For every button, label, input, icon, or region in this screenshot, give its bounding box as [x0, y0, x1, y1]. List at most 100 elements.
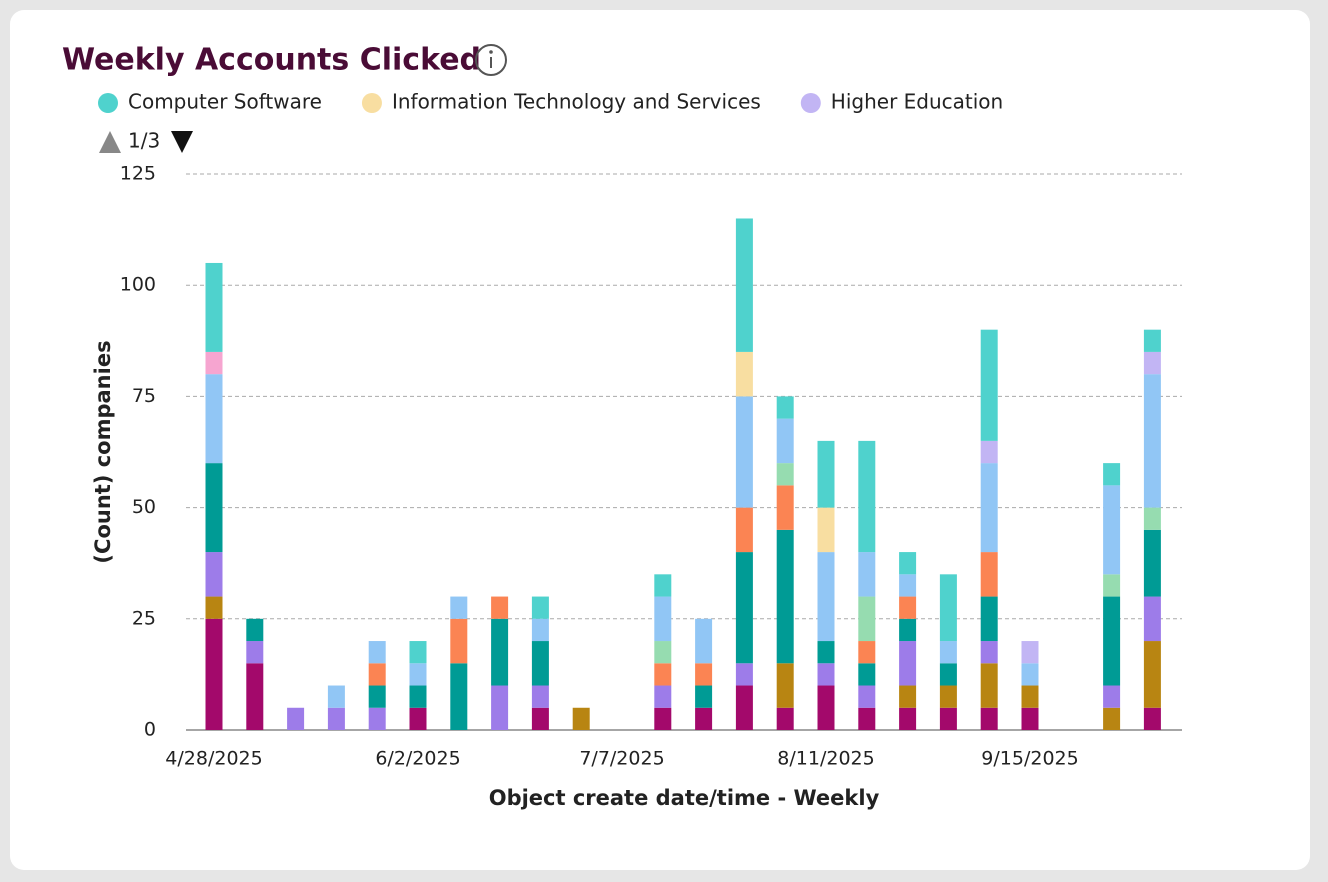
- bar-segment: [980, 641, 998, 664]
- bar-segment: [327, 685, 345, 708]
- legend-swatch: [800, 93, 821, 113]
- bar-segment: [735, 396, 753, 508]
- bar-segment: [246, 641, 264, 664]
- bar-segment: [531, 596, 549, 619]
- bar-segment: [409, 685, 427, 708]
- bar-segment: [491, 596, 509, 619]
- bar-segment: [531, 707, 549, 730]
- bar-segment: [858, 685, 876, 708]
- bar-segment: [654, 707, 672, 730]
- bar-segment: [368, 707, 386, 730]
- legend-label: Higher Education: [831, 90, 1003, 114]
- bar-segment: [817, 685, 835, 730]
- bar-segment: [817, 663, 835, 686]
- bar-segment: [491, 618, 509, 686]
- bar-segment: [1143, 351, 1161, 375]
- bar-segment: [776, 463, 794, 486]
- bar-segment: [205, 552, 223, 597]
- bar-segment: [980, 463, 998, 553]
- bar-segment: [939, 707, 957, 730]
- bar-segment: [1021, 663, 1039, 686]
- bar-segment: [1143, 707, 1161, 730]
- bar-segment: [1103, 596, 1121, 686]
- bar-segment: [1143, 596, 1161, 642]
- bar-segment: [817, 552, 835, 642]
- bar-segment: [572, 707, 590, 730]
- bar-segment: [1143, 374, 1161, 508]
- bar-segment: [817, 507, 835, 553]
- x-tick-label: 9/15/2025: [981, 748, 1078, 770]
- y-tick-label: 25: [132, 607, 156, 629]
- bar-segment: [858, 707, 876, 730]
- bar-segment: [1103, 707, 1121, 730]
- bar-segment: [531, 685, 549, 708]
- bar-segment: [776, 707, 794, 730]
- x-tick-label: 4/28/2025: [165, 748, 262, 770]
- bar-segment: [246, 663, 264, 730]
- bar-segment: [899, 685, 917, 708]
- bar-segment: [368, 663, 386, 686]
- y-tick-label: 50: [132, 496, 156, 518]
- bar-segment: [899, 641, 917, 686]
- bar-segment: [980, 440, 998, 464]
- bar-segment: [368, 641, 386, 664]
- legend-page: 1/3: [128, 129, 160, 153]
- bar-segment: [654, 574, 672, 597]
- bar-segment: [939, 574, 957, 642]
- bar-segment: [450, 618, 468, 664]
- info-icon[interactable]: [475, 44, 507, 76]
- bar-segment: [776, 418, 794, 464]
- legend-prev[interactable]: [99, 131, 121, 153]
- bar-segment: [531, 618, 549, 642]
- bar-segment: [735, 507, 753, 553]
- bar-segment: [899, 574, 917, 597]
- bar-segment: [409, 707, 427, 730]
- bar-segment: [858, 440, 876, 553]
- bar-segment: [1103, 463, 1121, 486]
- bar-segment: [1143, 529, 1161, 597]
- bar-segment: [450, 663, 468, 730]
- bar-segment: [654, 641, 672, 664]
- x-tick-label: 7/7/2025: [579, 748, 664, 770]
- bar-segment: [899, 707, 917, 730]
- bar-segment: [939, 641, 957, 664]
- y-tick-label: 75: [132, 385, 156, 407]
- bar-segment: [654, 663, 672, 686]
- legend-next[interactable]: [171, 131, 193, 153]
- bar-segment: [899, 552, 917, 575]
- y-axis-title: (Count) companies: [91, 340, 115, 563]
- legend-swatch: [98, 93, 118, 113]
- y-tick-label: 100: [120, 274, 156, 296]
- bar-segment: [1021, 685, 1039, 708]
- card: [10, 10, 1310, 870]
- bar-segment: [980, 707, 998, 730]
- bar-segment: [1143, 329, 1161, 352]
- bar-segment: [858, 663, 876, 686]
- bar-segment: [409, 663, 427, 686]
- bar-segment: [899, 596, 917, 619]
- y-tick-label: 125: [120, 163, 156, 185]
- bar-segment: [205, 262, 223, 352]
- bar-segment: [205, 463, 223, 553]
- bar-segment: [205, 351, 223, 375]
- legend-swatch: [361, 93, 382, 113]
- x-tick-label: 8/11/2025: [777, 748, 874, 770]
- bar-segment: [409, 641, 427, 664]
- bar-segment: [654, 685, 672, 708]
- bar-segment: [531, 641, 549, 686]
- bar-segment: [858, 552, 876, 597]
- bar-segment: [735, 552, 753, 664]
- bar-segment: [205, 618, 223, 730]
- bar-segment: [858, 641, 876, 664]
- bar-segment: [776, 485, 794, 530]
- bar-segment: [368, 685, 386, 708]
- legend-label: Computer Software: [128, 90, 322, 114]
- bar-segment: [776, 396, 794, 419]
- bar-segment: [817, 641, 835, 664]
- bar-segment: [1021, 641, 1039, 664]
- bar-segment: [735, 663, 753, 686]
- bar-segment: [980, 552, 998, 597]
- bar-segment: [450, 596, 468, 619]
- bar-segment: [1143, 507, 1161, 530]
